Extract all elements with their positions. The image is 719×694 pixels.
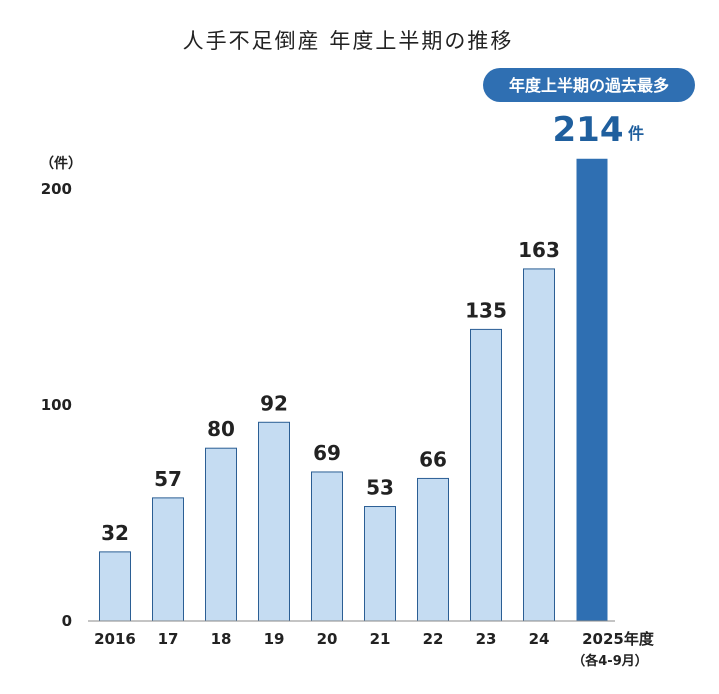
x-tick-label: 17 <box>158 630 179 648</box>
x-tick-label: 24 <box>529 630 550 648</box>
y-tick-label: 0 <box>62 612 72 630</box>
record-badge-label: 年度上半期の過去最多 <box>509 76 669 95</box>
highlight-unit-label: 件 <box>628 124 644 143</box>
data-label: 135 <box>465 298 507 322</box>
highlight-value-label: 214 <box>553 110 624 150</box>
x-tick-label: 18 <box>211 630 232 648</box>
bar <box>470 328 502 622</box>
x-tick-label: 2016 <box>94 630 136 648</box>
bar <box>311 471 343 622</box>
bar <box>417 477 449 622</box>
data-label: 57 <box>154 467 182 491</box>
highlight-annotation: 年度上半期の過去最多 214 件 <box>483 68 695 150</box>
bar <box>523 268 555 622</box>
x-tick-label: 20 <box>317 630 338 648</box>
x-tick-label: 23 <box>476 630 497 648</box>
data-label: 80 <box>207 417 235 441</box>
x-tick-label: 21 <box>370 630 391 648</box>
data-labels: 32 57 80 92 69 53 66 135 163 <box>101 238 560 545</box>
data-label: 53 <box>366 476 394 500</box>
chart-title: 人手不足倒産 年度上半期の推移 <box>183 29 514 53</box>
bar <box>205 447 237 622</box>
bar <box>258 421 290 622</box>
record-badge <box>483 68 695 102</box>
data-label: 32 <box>101 521 129 545</box>
data-label: 69 <box>313 441 341 465</box>
data-label: 66 <box>419 447 447 471</box>
x-tick-label: 2025年度 <box>582 630 655 648</box>
y-axis: 0 100 200 <box>41 180 72 630</box>
x-tick-sublabel: （各4-9月） <box>572 653 648 669</box>
x-tick-label: 22 <box>423 630 444 648</box>
x-axis: 2016 17 18 19 20 21 22 23 24 2025年度 （各4-9月） <box>94 630 655 669</box>
y-tick-label: 100 <box>41 396 72 414</box>
bar <box>152 497 184 622</box>
x-tick-label: 19 <box>264 630 285 648</box>
bar <box>99 551 131 622</box>
bar <box>576 158 608 621</box>
y-axis-unit-label: （件） <box>40 155 82 172</box>
bar <box>364 506 396 622</box>
bar-series <box>99 158 608 622</box>
y-tick-label: 200 <box>41 180 72 198</box>
data-label: 92 <box>260 391 288 415</box>
data-label: 163 <box>518 238 560 262</box>
